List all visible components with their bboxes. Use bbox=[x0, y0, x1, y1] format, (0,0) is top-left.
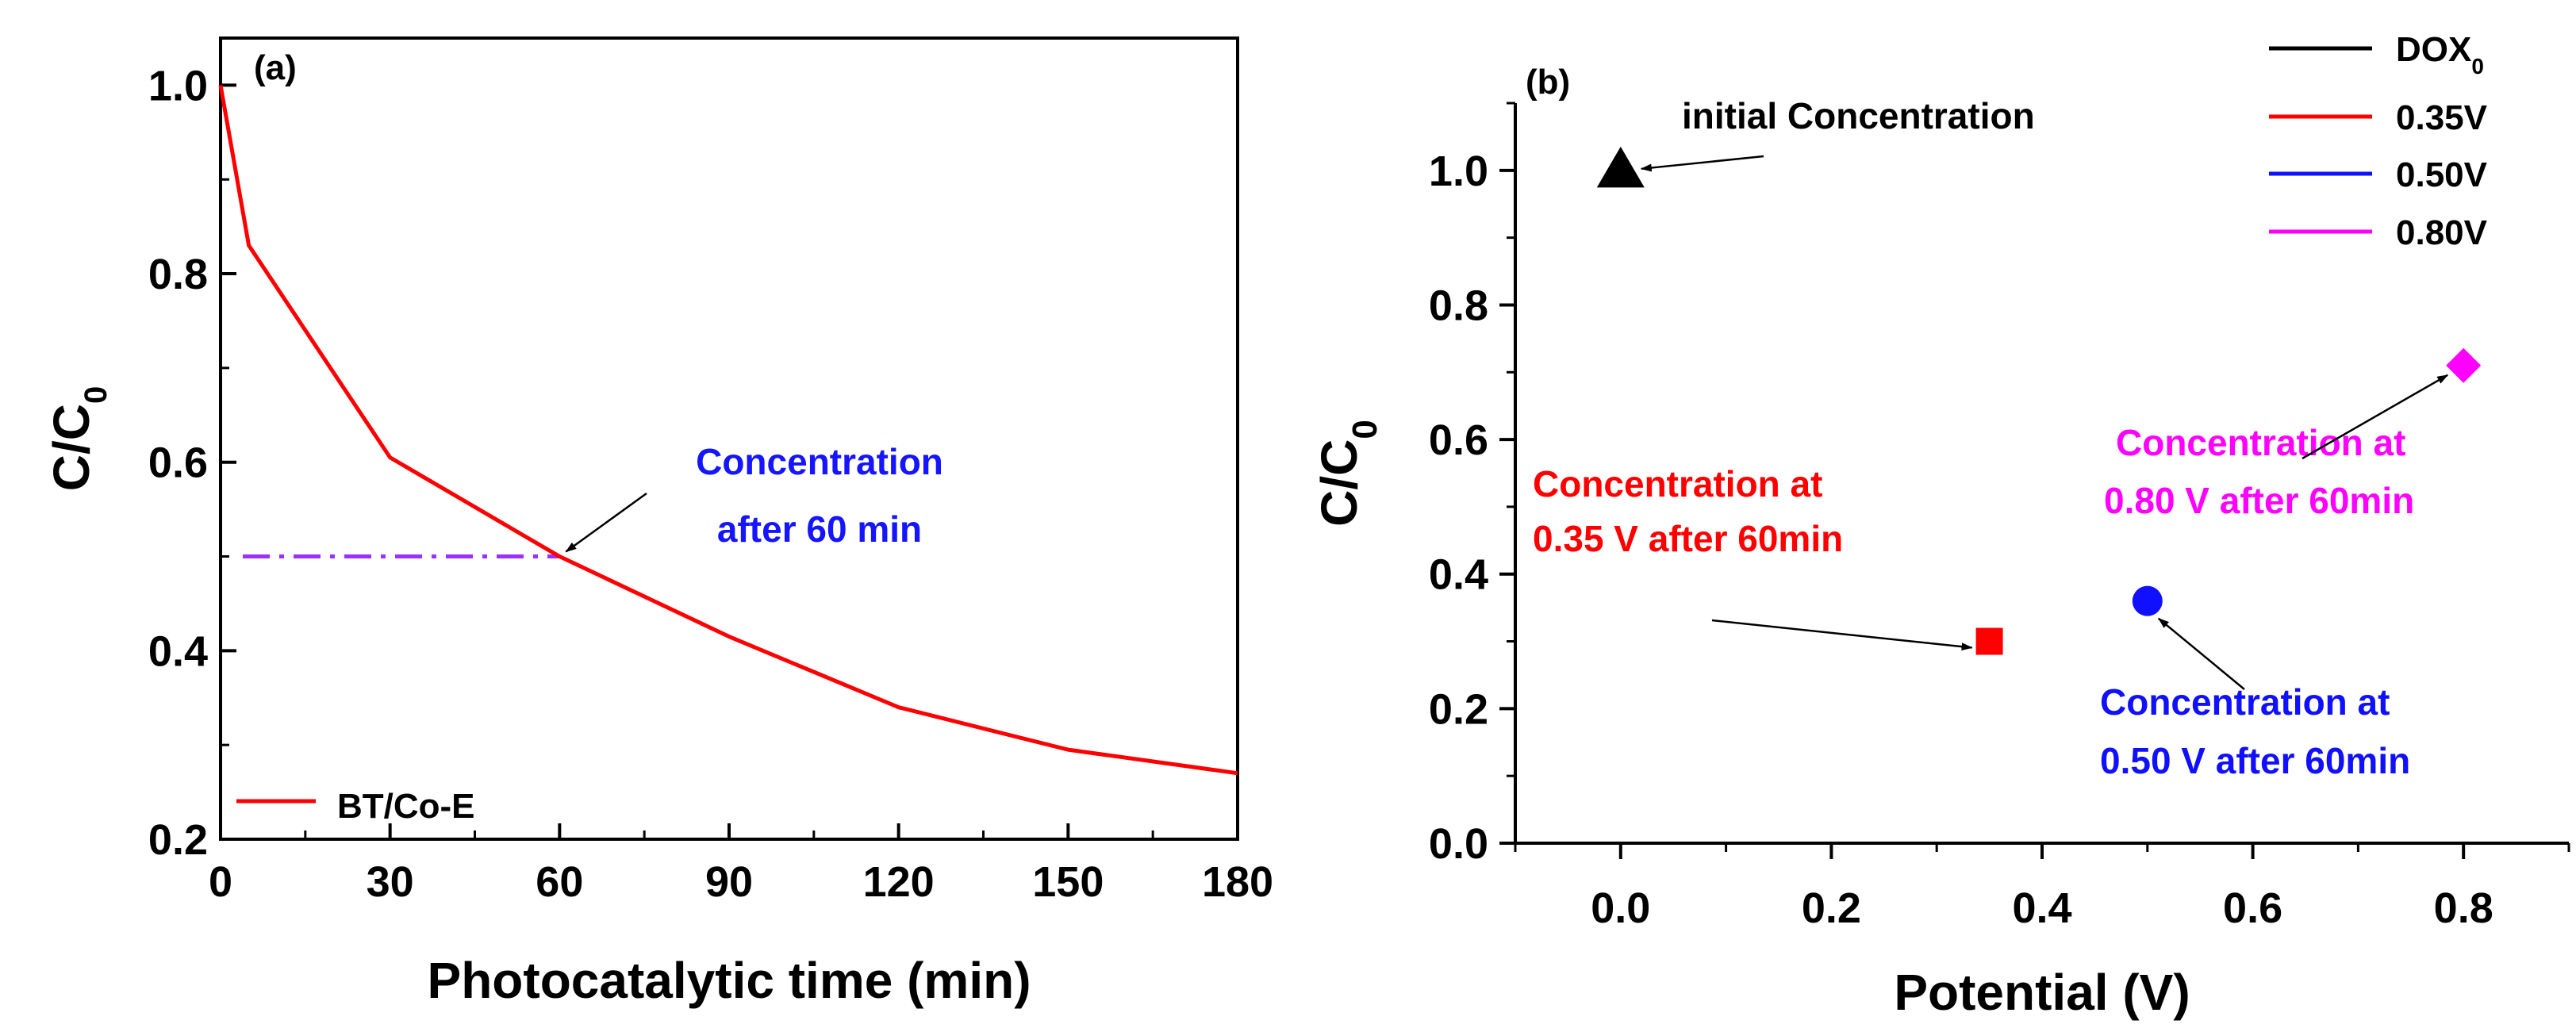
panel-b-arrow-035 bbox=[1711, 619, 1973, 651]
panel-b-annotation-080-line2: 0.80 V after 60min bbox=[2104, 480, 2414, 521]
panel-b-ylabel-main: C/C bbox=[1311, 439, 1368, 527]
panel-b-annotation-035-line1: Concentration at bbox=[1533, 463, 1822, 504]
panel-b-ytick-label: 0.2 bbox=[1429, 685, 1488, 733]
panel-b-xtick-label: 0.2 bbox=[1802, 884, 1861, 932]
panel-b-marker-diamond bbox=[2446, 347, 2482, 383]
panel-b-annotation-050-line1: Concentration at bbox=[2100, 681, 2390, 723]
panel-b: 0.0 0.2 0.4 0.6 0.8 0.0 0.2 0.4 0.6 0.8 1.0 initial… bbox=[1311, 30, 2570, 1021]
panel-b-ytick-label: 0.0 bbox=[1429, 820, 1488, 868]
panel-b-marker-square bbox=[1975, 627, 2003, 655]
panel-a-xtick-label: 60 bbox=[536, 858, 583, 906]
panel-a-ytick-label: 0.8 bbox=[148, 251, 208, 298]
panel-a-xtick-label: 30 bbox=[367, 858, 414, 906]
panel-b-ytick-label: 0.6 bbox=[1429, 416, 1488, 464]
panel-a-legend-label: BT/Co-E bbox=[337, 787, 475, 826]
panel-b-arrow-080 bbox=[2302, 374, 2449, 460]
panel-b-legend-label: 0.80V bbox=[2396, 213, 2488, 252]
panel-b-marker-circle bbox=[2132, 585, 2163, 616]
panel-a-xtick-label: 90 bbox=[705, 858, 753, 906]
panel-a-xtick-label: 150 bbox=[1032, 858, 1104, 906]
panel-a-ytick-label: 0.2 bbox=[148, 816, 208, 864]
panel-b-xtick-label: 0.8 bbox=[2434, 884, 2493, 932]
panel-a-ytick-label: 0.6 bbox=[148, 439, 208, 487]
panel-b-annotation-initial: initial Concentration bbox=[1682, 95, 2035, 136]
panel-b-label: (b) bbox=[1526, 63, 1570, 102]
panel-b-annotation-050-line2: 0.50 V after 60min bbox=[2100, 740, 2410, 781]
panel-a-label: (a) bbox=[254, 48, 297, 87]
panel-a-ytick-label: 1.0 bbox=[148, 62, 208, 109]
panel-b-ytick-label: 1.0 bbox=[1429, 148, 1488, 195]
panel-a-frame bbox=[219, 36, 1239, 841]
panel-b-annotation-080-line1: Concentration at bbox=[2116, 422, 2405, 463]
panel-b-arrow-initial bbox=[1640, 155, 1764, 172]
panel-a: 0 30 60 90 120 150 180 0.2 0.4 0.6 0.8 1.0 Concentra… bbox=[43, 36, 1273, 1009]
panel-b-legend-label: 0.50V bbox=[2396, 155, 2488, 194]
panel-b-marker-triangle bbox=[1596, 146, 1645, 188]
panel-b-legend-label-main: DOX bbox=[2396, 30, 2471, 69]
panel-b-arrow-050 bbox=[2158, 617, 2245, 690]
panel-a-xtick-label: 180 bbox=[1202, 858, 1273, 906]
panel-b-ylabel: C/C0 bbox=[1311, 420, 1384, 527]
panel-a-series-line bbox=[218, 84, 1238, 776]
panel-a-ylabel-sub: 0 bbox=[79, 386, 113, 404]
panel-a-annotation-line1: Concentration bbox=[696, 441, 943, 482]
panel-b-legend-label: DOX0 bbox=[2396, 30, 2484, 79]
panel-b-annotation-035-line2: 0.35 V after 60min bbox=[1533, 518, 1843, 559]
panel-b-ylabel-sub: 0 bbox=[1346, 420, 1384, 439]
panel-b-legend-label: 0.35V bbox=[2396, 98, 2488, 137]
panel-a-xtick-label: 0 bbox=[209, 858, 232, 906]
panel-b-xtick-label: 0.6 bbox=[2223, 884, 2282, 932]
panel-a-xtick-label: 120 bbox=[863, 858, 935, 906]
panel-b-ytick-label: 0.8 bbox=[1429, 282, 1488, 329]
panel-b-xtick-label: 0.4 bbox=[2012, 884, 2071, 932]
panel-a-ylabel-main: C/C bbox=[43, 404, 100, 491]
panel-b-xlabel: Potential (V) bbox=[1894, 964, 2190, 1021]
panel-a-ytick-label: 0.4 bbox=[148, 627, 208, 675]
panel-a-ylabel: C/C0 bbox=[43, 386, 113, 491]
panel-a-xlabel: Photocatalytic time (min) bbox=[428, 952, 1031, 1009]
panel-b-xtick-label: 0.0 bbox=[1591, 884, 1650, 932]
panel-b-legend-label-sub: 0 bbox=[2471, 54, 2484, 79]
panel-a-annotation-line2: after 60 min bbox=[717, 508, 922, 550]
panel-b-ytick-label: 0.4 bbox=[1429, 551, 1488, 599]
panel-a-annotation-arrow bbox=[565, 492, 647, 553]
